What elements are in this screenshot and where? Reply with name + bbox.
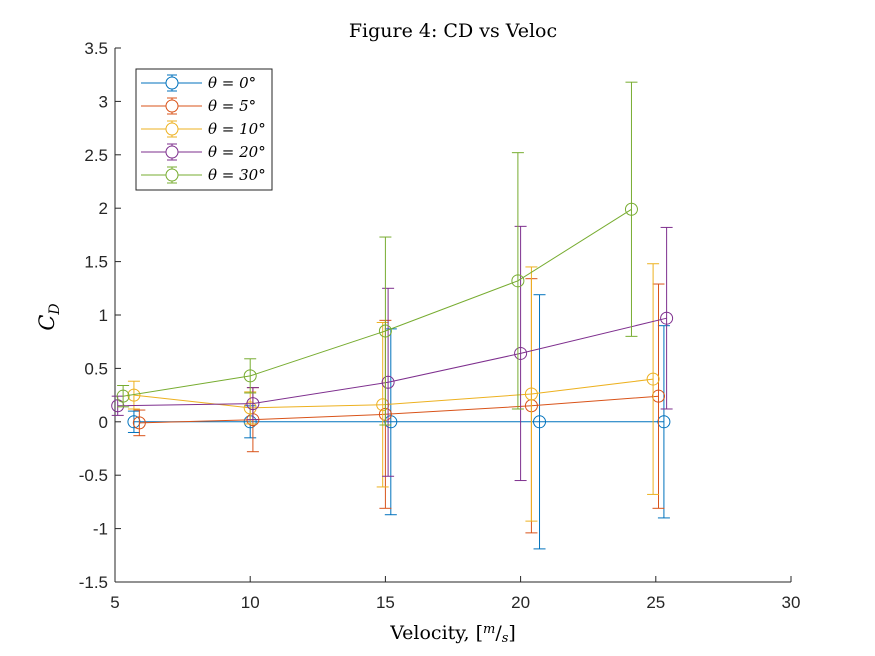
x-tick-label: 30 xyxy=(782,593,801,612)
data-point xyxy=(657,415,671,429)
legend-item: θ = 20° xyxy=(141,143,266,161)
data-point xyxy=(646,372,660,386)
y-axis-label-sub: D xyxy=(47,303,63,315)
data-point xyxy=(652,389,666,403)
y-tick-label: 0 xyxy=(99,413,108,432)
legend-item: θ = 0° xyxy=(141,74,256,92)
legend-label: θ = 0° xyxy=(208,74,256,92)
y-tick-label: -1.5 xyxy=(79,573,108,592)
data-point xyxy=(624,202,638,216)
chart-title: Figure 4: CD vs Veloc xyxy=(349,20,557,42)
data-point xyxy=(116,389,130,403)
legend-label: θ = 30° xyxy=(208,166,266,184)
y-axis-label: CD xyxy=(35,303,63,330)
x-axis-label-unit-slash: / xyxy=(495,622,502,644)
legend-swatch-marker xyxy=(165,168,179,182)
x-axis-label-unit-num: m xyxy=(483,622,495,637)
x-axis-label-unit-den: s xyxy=(502,631,509,646)
x-tick-label: 10 xyxy=(241,593,260,612)
legend: θ = 0° θ = 5° θ = 10° θ = 20° θ = 30° xyxy=(135,68,273,191)
legend-swatch-marker xyxy=(165,122,179,136)
legend-label: θ = 20° xyxy=(208,143,266,161)
data-point xyxy=(246,397,260,411)
x-ticks: 5 10 15 20 25 30 xyxy=(110,576,800,612)
legend-item: θ = 30° xyxy=(141,166,266,184)
series-3 xyxy=(111,225,674,482)
y-tick-label: 1 xyxy=(99,306,108,325)
x-axis-label: Velocity, [m/s] xyxy=(389,622,516,646)
x-axis-label-bracket: ] xyxy=(508,622,515,644)
x-tick-label: 15 xyxy=(376,593,395,612)
y-tick-label: -1 xyxy=(93,520,108,539)
series-2 xyxy=(127,263,660,522)
x-tick-label: 25 xyxy=(646,593,665,612)
data-point xyxy=(514,346,528,360)
y-tick-label: 2 xyxy=(99,199,108,218)
legend-swatch-marker xyxy=(165,76,179,90)
y-tick-label: -0.5 xyxy=(79,466,108,485)
y-tick-label: 3.5 xyxy=(84,39,108,58)
y-tick-label: 1.5 xyxy=(84,253,108,272)
x-tick-label: 20 xyxy=(511,593,530,612)
data-point xyxy=(511,274,525,288)
legend-item: θ = 10° xyxy=(141,120,266,138)
y-tick-label: 2.5 xyxy=(84,146,108,165)
data-point xyxy=(660,311,674,325)
y-axis-label-main: C xyxy=(35,315,59,331)
legend-label: θ = 10° xyxy=(208,120,266,138)
data-point xyxy=(524,387,538,401)
data-point xyxy=(127,415,141,429)
series-4 xyxy=(116,81,638,426)
series-layer xyxy=(111,81,674,550)
data-point xyxy=(376,398,390,412)
legend-label: θ = 5° xyxy=(208,97,256,115)
y-tick-label: 3 xyxy=(99,92,108,111)
data-point xyxy=(111,399,125,413)
data-point xyxy=(381,375,395,389)
data-point xyxy=(132,416,146,430)
y-tick-label: 0.5 xyxy=(84,359,108,378)
legend-swatch-marker xyxy=(165,99,179,113)
data-point xyxy=(243,369,257,383)
legend-swatch-marker xyxy=(165,145,179,159)
x-tick-label: 5 xyxy=(110,593,119,612)
legend-item: θ = 5° xyxy=(141,97,256,115)
data-point xyxy=(533,415,547,429)
data-point xyxy=(243,401,257,415)
y-ticks: -1.5 -1 -0.5 0 0.5 1 1.5 2 2.5 3 3.5 xyxy=(79,39,121,592)
data-point xyxy=(378,324,392,338)
x-axis-label-text: Velocity, [ xyxy=(389,622,483,644)
